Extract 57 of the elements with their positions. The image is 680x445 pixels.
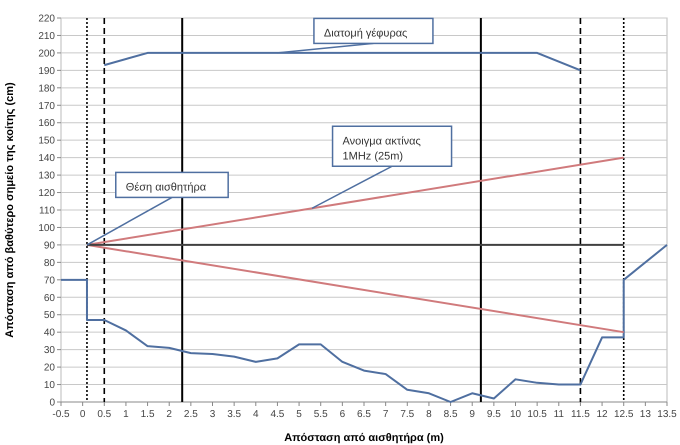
x-tick-label: 7.5 (400, 409, 415, 420)
x-tick-label: 1.5 (140, 409, 155, 420)
x-tick-label: 0 (80, 409, 86, 420)
x-tick-label: 12.5 (614, 409, 634, 420)
y-tick-label: 30 (44, 345, 56, 356)
x-tick-label: 3.5 (227, 409, 242, 420)
x-tick-label: 11.5 (571, 409, 590, 420)
y-tick-label: 220 (38, 14, 56, 24)
y-tick-label: 190 (38, 66, 56, 77)
annotation: Ανοιγμα ακτίνας 1MHz (25m) (342, 135, 421, 162)
y-tick-label: 20 (44, 362, 56, 374)
x-tick-label: 8 (426, 409, 432, 420)
annotation: Διατομή γέφυρας (324, 27, 408, 40)
x-tick-label: 6 (340, 409, 346, 420)
x-tick-label: 7 (382, 409, 389, 420)
x-tick-label: 6.5 (357, 409, 372, 420)
x-tick-label: 9.5 (486, 409, 502, 420)
x-axis-title: Απόσταση από αισθητήρα (m) (284, 432, 444, 444)
y-tick-label: 130 (38, 170, 56, 182)
x-tick-label: 5 (296, 409, 302, 420)
x-tick-label: 10.5 (527, 409, 548, 420)
y-tick-label: 60 (44, 292, 56, 304)
x-tick-label: 8.5 (444, 409, 458, 420)
y-tick-label: 80 (44, 258, 56, 269)
x-tick-label: 12 (596, 409, 608, 420)
x-tick-label: 5.5 (314, 409, 328, 420)
x-tick-label: 10 (510, 409, 522, 420)
y-tick-label: 160 (38, 118, 56, 130)
y-tick-label: 120 (38, 188, 56, 200)
y-tick-label: 10 (44, 380, 56, 392)
y-tick-label: 100 (38, 222, 56, 234)
x-tick-label: 4 (253, 409, 260, 420)
y-tick-label: 210 (38, 30, 56, 42)
x-tick-label: 2.5 (184, 409, 198, 420)
y-tick-label: 90 (44, 240, 56, 252)
y-tick-label: 140 (38, 153, 56, 164)
x-tick-label: 0.5 (97, 409, 112, 420)
y-tick-label: 70 (44, 275, 56, 286)
x-tick-label: 2 (166, 409, 172, 420)
y-tick-label: 200 (38, 48, 56, 60)
y-tick-label: 180 (38, 83, 56, 94)
x-tick-label: -0.5 (52, 409, 70, 420)
x-tick-label: 4.5 (270, 409, 285, 420)
annotation: Θέση αισθητήρα (126, 181, 207, 194)
x-tick-label: 11 (554, 409, 564, 420)
y-axis-title: Απόσταση από βαθύτερο σημείο της κοίτης (cm) (4, 82, 16, 338)
y-tick-label: 40 (44, 328, 56, 339)
y-tick-label: 170 (38, 100, 56, 112)
x-tick-label: 1 (123, 409, 130, 420)
x-tick-label: 13.5 (657, 409, 678, 420)
y-tick-label: 50 (44, 310, 56, 322)
x-tick-label: 3 (210, 409, 216, 420)
y-tick-label: 0 (49, 398, 56, 408)
y-tick-label: 110 (39, 206, 56, 216)
y-tick-label: 150 (38, 136, 56, 147)
x-tick-label: 13 (640, 409, 652, 420)
x-tick-label: 9 (469, 409, 476, 420)
